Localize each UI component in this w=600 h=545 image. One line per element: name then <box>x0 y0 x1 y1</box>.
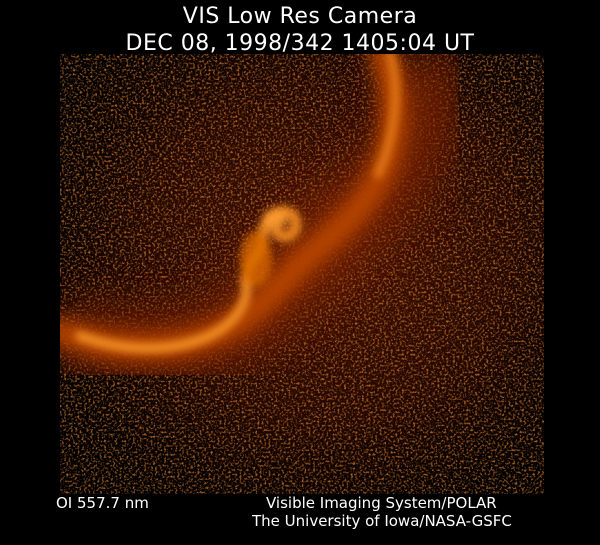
observation-timestamp: DEC 08, 1998/342 1405:04 UT <box>125 31 475 56</box>
auroral-image <box>60 54 544 494</box>
camera-title: VIS Low Res Camera <box>182 4 418 29</box>
institution-credit: The University of Iowa/NASA-GSFC <box>252 512 512 530</box>
filter-wavelength: OI 557.7 nm <box>56 494 149 512</box>
instrument-credit: Visible Imaging System/POLAR <box>266 494 497 512</box>
auroral-oval-picture <box>60 54 544 494</box>
